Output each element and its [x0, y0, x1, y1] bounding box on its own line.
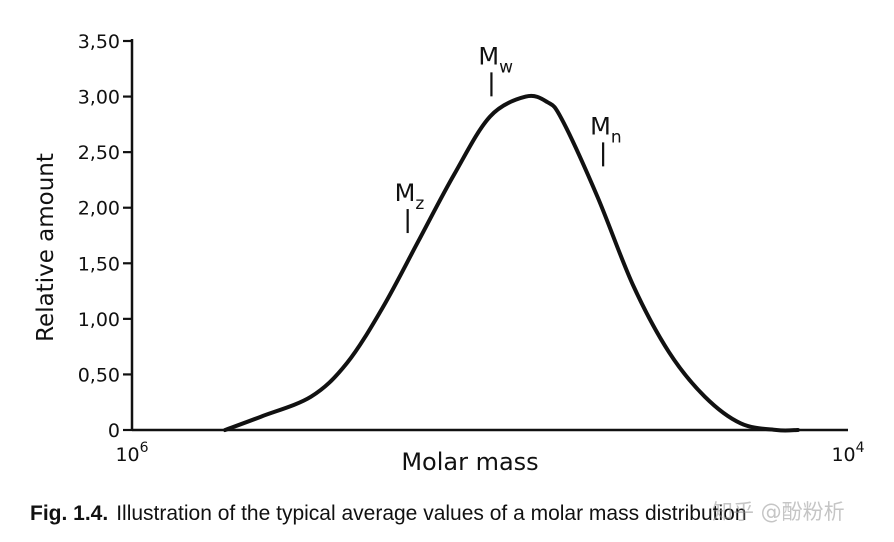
marker-Mz: Mz — [395, 179, 425, 234]
marker-label: Mz — [395, 179, 425, 214]
caption-figure-number: Fig. 1.4. — [30, 502, 109, 525]
y-tick-label: 3,50 — [78, 31, 120, 53]
caption-text: Illustration of the typical average valu… — [116, 502, 747, 525]
y-tick-label: 1,00 — [78, 309, 120, 331]
average-value-markers: Mz Mw Mn — [395, 42, 622, 234]
y-tick-label: 0 — [108, 420, 120, 442]
y-tick-label: 3,00 — [78, 87, 120, 109]
y-tick-label: 2,00 — [78, 198, 120, 220]
marker-label: Mw — [478, 42, 513, 77]
watermark: 知乎 @酚粉析 — [712, 500, 845, 524]
figure-caption: Fig. 1.4. Illustration of the typical ave… — [30, 496, 880, 532]
x-tick-label-left: 106 — [115, 440, 148, 466]
y-axis-label: Relative amount — [33, 153, 59, 342]
marker-Mw: Mw — [478, 42, 513, 97]
y-tick-label: 0,50 — [78, 364, 120, 386]
marker-label: Mn — [590, 112, 622, 147]
x-axis-ticks: 106 104 — [115, 440, 864, 466]
y-tick-label: 1,50 — [78, 253, 120, 275]
y-tick-label: 2,50 — [78, 142, 120, 164]
molar-mass-distribution-chart: 00,501,001,502,002,503,003,50 106 104 MzM… — [33, 31, 865, 476]
y-axis-ticks: 0 0,50 1,00 1,50 2,00 2,50 3,00 3,50 — [78, 31, 132, 442]
distribution-curve — [223, 93, 800, 433]
x-axis-label: Molar mass — [401, 448, 538, 476]
marker-Mn: Mn — [590, 112, 622, 167]
x-tick-label-right: 104 — [831, 440, 864, 466]
